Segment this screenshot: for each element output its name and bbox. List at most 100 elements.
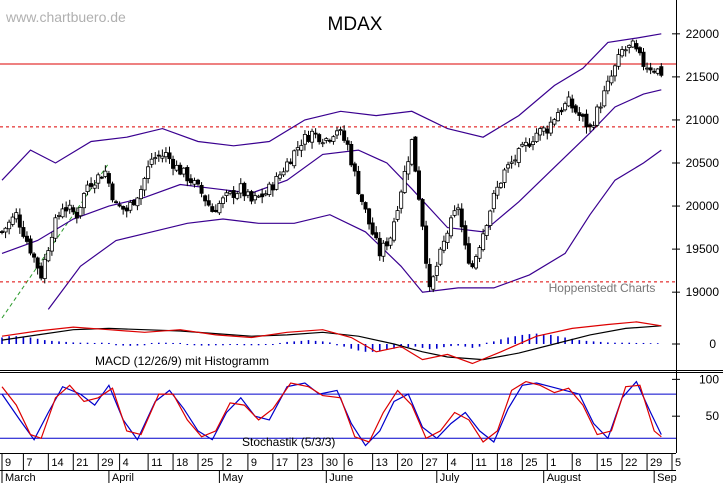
candle-body <box>459 208 464 228</box>
candle-body <box>39 265 44 279</box>
price-y-tick-label: 21500 <box>686 70 720 84</box>
candle-body <box>381 242 386 257</box>
candlestick <box>253 191 258 204</box>
candlestick <box>641 48 646 71</box>
candle-body <box>42 258 47 280</box>
candlestick <box>320 138 325 148</box>
candle-body <box>267 183 272 195</box>
candle-body <box>637 47 642 54</box>
candle-body <box>616 54 621 67</box>
candle-body <box>573 105 578 113</box>
candle-body <box>317 134 322 143</box>
candle-body <box>367 208 372 225</box>
candle-body <box>441 240 446 251</box>
candlestick <box>502 167 507 189</box>
candlestick <box>331 135 336 145</box>
candle-body <box>181 167 186 175</box>
candlestick <box>434 261 439 281</box>
candlestick <box>449 215 454 239</box>
candlestick <box>35 256 40 275</box>
candlestick <box>392 217 397 243</box>
candle-body <box>313 132 318 135</box>
candlestick <box>99 175 104 180</box>
candle-body <box>3 227 8 233</box>
candle-body <box>203 195 208 202</box>
x-day-label: 27 <box>426 457 438 469</box>
candlestick <box>292 149 297 169</box>
candlestick <box>267 181 272 197</box>
x-day-label: 7 <box>26 457 32 469</box>
candle-body <box>60 208 65 218</box>
candle-body <box>538 128 543 136</box>
macd-label: MACD (12/26/9) mit Histogramm <box>95 354 269 368</box>
candle-body <box>434 265 439 276</box>
candlestick <box>406 156 411 181</box>
candle-body <box>167 152 172 160</box>
candlestick <box>128 199 133 214</box>
candle-body <box>256 195 261 198</box>
candlestick <box>285 158 290 173</box>
candle-body <box>213 209 218 213</box>
candlestick <box>420 198 425 231</box>
x-day-label: 20 <box>401 457 413 469</box>
candle-body <box>406 161 411 175</box>
candlestick <box>342 125 347 143</box>
x-day-label: 29 <box>101 457 113 469</box>
candle-body <box>509 161 514 164</box>
candlestick <box>605 75 610 95</box>
candle-body <box>609 75 614 84</box>
candle-body <box>163 152 168 158</box>
candle-body <box>627 44 632 48</box>
candlestick <box>466 236 471 265</box>
candlestick <box>609 70 614 86</box>
macd-signal-line <box>1 321 662 365</box>
candle-body <box>74 212 79 219</box>
candle-body <box>10 216 15 225</box>
candlestick <box>598 102 603 114</box>
price-y-tick-label: 19000 <box>686 285 720 299</box>
candle-body <box>89 183 94 187</box>
candle-body <box>110 183 115 201</box>
bollinger-middle-line <box>1 89 662 254</box>
price-y-tick-label: 21000 <box>686 113 720 127</box>
candlestick <box>10 213 15 227</box>
candle-body <box>427 264 432 288</box>
candlestick <box>616 48 621 70</box>
candlestick <box>149 152 154 168</box>
candlestick <box>67 199 72 214</box>
candle-body <box>153 157 158 160</box>
candlestick <box>491 190 496 213</box>
x-day-label: 4 <box>123 457 129 469</box>
candle-body <box>146 166 151 179</box>
x-day-label: 11 <box>475 457 486 469</box>
candlestick <box>620 46 625 58</box>
candle-body <box>431 276 436 290</box>
candle-body <box>652 70 657 73</box>
candle-body <box>245 191 250 196</box>
candle-body <box>92 184 97 189</box>
candlestick <box>274 172 279 191</box>
candlestick <box>196 178 201 186</box>
candlestick <box>367 207 372 230</box>
candle-body <box>0 231 4 233</box>
candlestick <box>153 152 158 165</box>
candlestick <box>634 39 639 52</box>
candle-body <box>156 154 161 157</box>
candle-body <box>520 143 525 147</box>
candle-body <box>591 125 596 128</box>
x-day-label: 21 <box>76 457 88 469</box>
candle-body <box>463 225 468 246</box>
candlestick <box>427 258 432 292</box>
candle-body <box>231 190 236 198</box>
candle-body <box>53 217 58 239</box>
x-month-label: March <box>5 472 36 483</box>
candle-body <box>174 164 179 171</box>
candlestick <box>595 104 600 128</box>
candlestick <box>135 196 140 211</box>
candlestick <box>431 275 436 293</box>
candle-body <box>99 176 104 179</box>
candlestick <box>313 128 318 139</box>
x-day-label: 4 <box>450 457 456 469</box>
